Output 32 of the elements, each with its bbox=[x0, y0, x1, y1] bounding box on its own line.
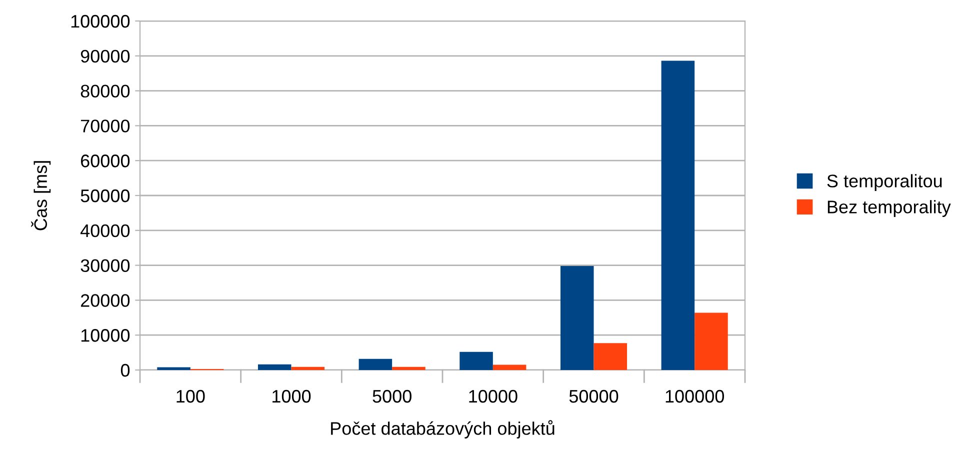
x-tick-label: 100000 bbox=[666, 390, 724, 403]
x-tick-label: 10000 bbox=[469, 390, 518, 403]
x-tick-label: 1000 bbox=[272, 390, 311, 403]
y-tick-label: 100000 bbox=[71, 14, 130, 28]
bar bbox=[492, 364, 526, 370]
bar bbox=[694, 312, 728, 370]
y-tick-label: 70000 bbox=[81, 120, 130, 132]
legend-label: S temporalitou bbox=[827, 174, 942, 191]
y-tick-label: 20000 bbox=[80, 294, 130, 307]
bar bbox=[594, 343, 628, 370]
bar bbox=[258, 364, 292, 370]
bar bbox=[291, 366, 325, 370]
y-tick-label: 0 bbox=[120, 364, 130, 377]
x-tick-label: 5000 bbox=[372, 390, 412, 403]
y-axis-title: Čas [ms] bbox=[31, 161, 51, 230]
y-tick-label: 40000 bbox=[80, 224, 130, 238]
y-tick-label: 10000 bbox=[81, 329, 130, 342]
bar bbox=[358, 358, 392, 370]
x-axis-title: Počet databázových objektů bbox=[331, 420, 554, 438]
y-tick-label: 50000 bbox=[80, 189, 130, 202]
x-tick-label: 50000 bbox=[569, 390, 618, 403]
bar bbox=[661, 60, 695, 370]
x-tick-label: 100 bbox=[176, 390, 205, 403]
y-tick-label: 30000 bbox=[80, 259, 130, 272]
bar bbox=[392, 366, 426, 370]
bar bbox=[560, 266, 594, 370]
bar bbox=[157, 367, 190, 370]
y-tick-label: 90000 bbox=[80, 50, 130, 63]
legend-label: Bez temporality bbox=[828, 200, 951, 217]
y-tick-label: 80000 bbox=[80, 84, 130, 98]
bar bbox=[460, 352, 493, 370]
y-tick-label: 60000 bbox=[80, 154, 130, 168]
